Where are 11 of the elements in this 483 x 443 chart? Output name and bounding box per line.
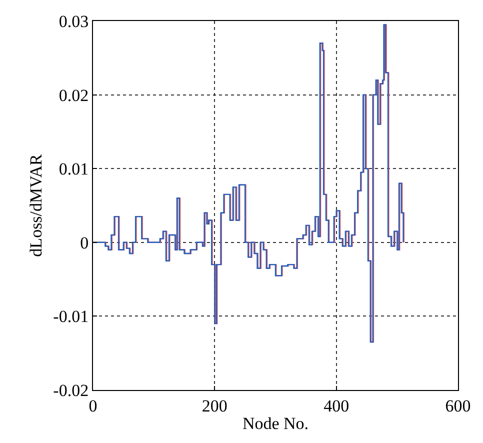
x-tick-label: 400: [324, 396, 350, 416]
y-axis-title: dLoss/dMVAR: [26, 154, 46, 257]
x-tick-label: 200: [202, 396, 228, 416]
y-tick-label: 0.01: [58, 160, 89, 179]
y-tick-label: -0.01: [53, 307, 89, 326]
x-tick-label: 600: [445, 396, 471, 416]
y-tick-label: 0.02: [58, 86, 89, 105]
y-tick-label: 0.03: [58, 12, 89, 31]
y-tick-label: -0.02: [53, 380, 89, 400]
y-tick-label: 0: [80, 233, 89, 252]
x-axis-title: Node No.: [242, 414, 309, 433]
